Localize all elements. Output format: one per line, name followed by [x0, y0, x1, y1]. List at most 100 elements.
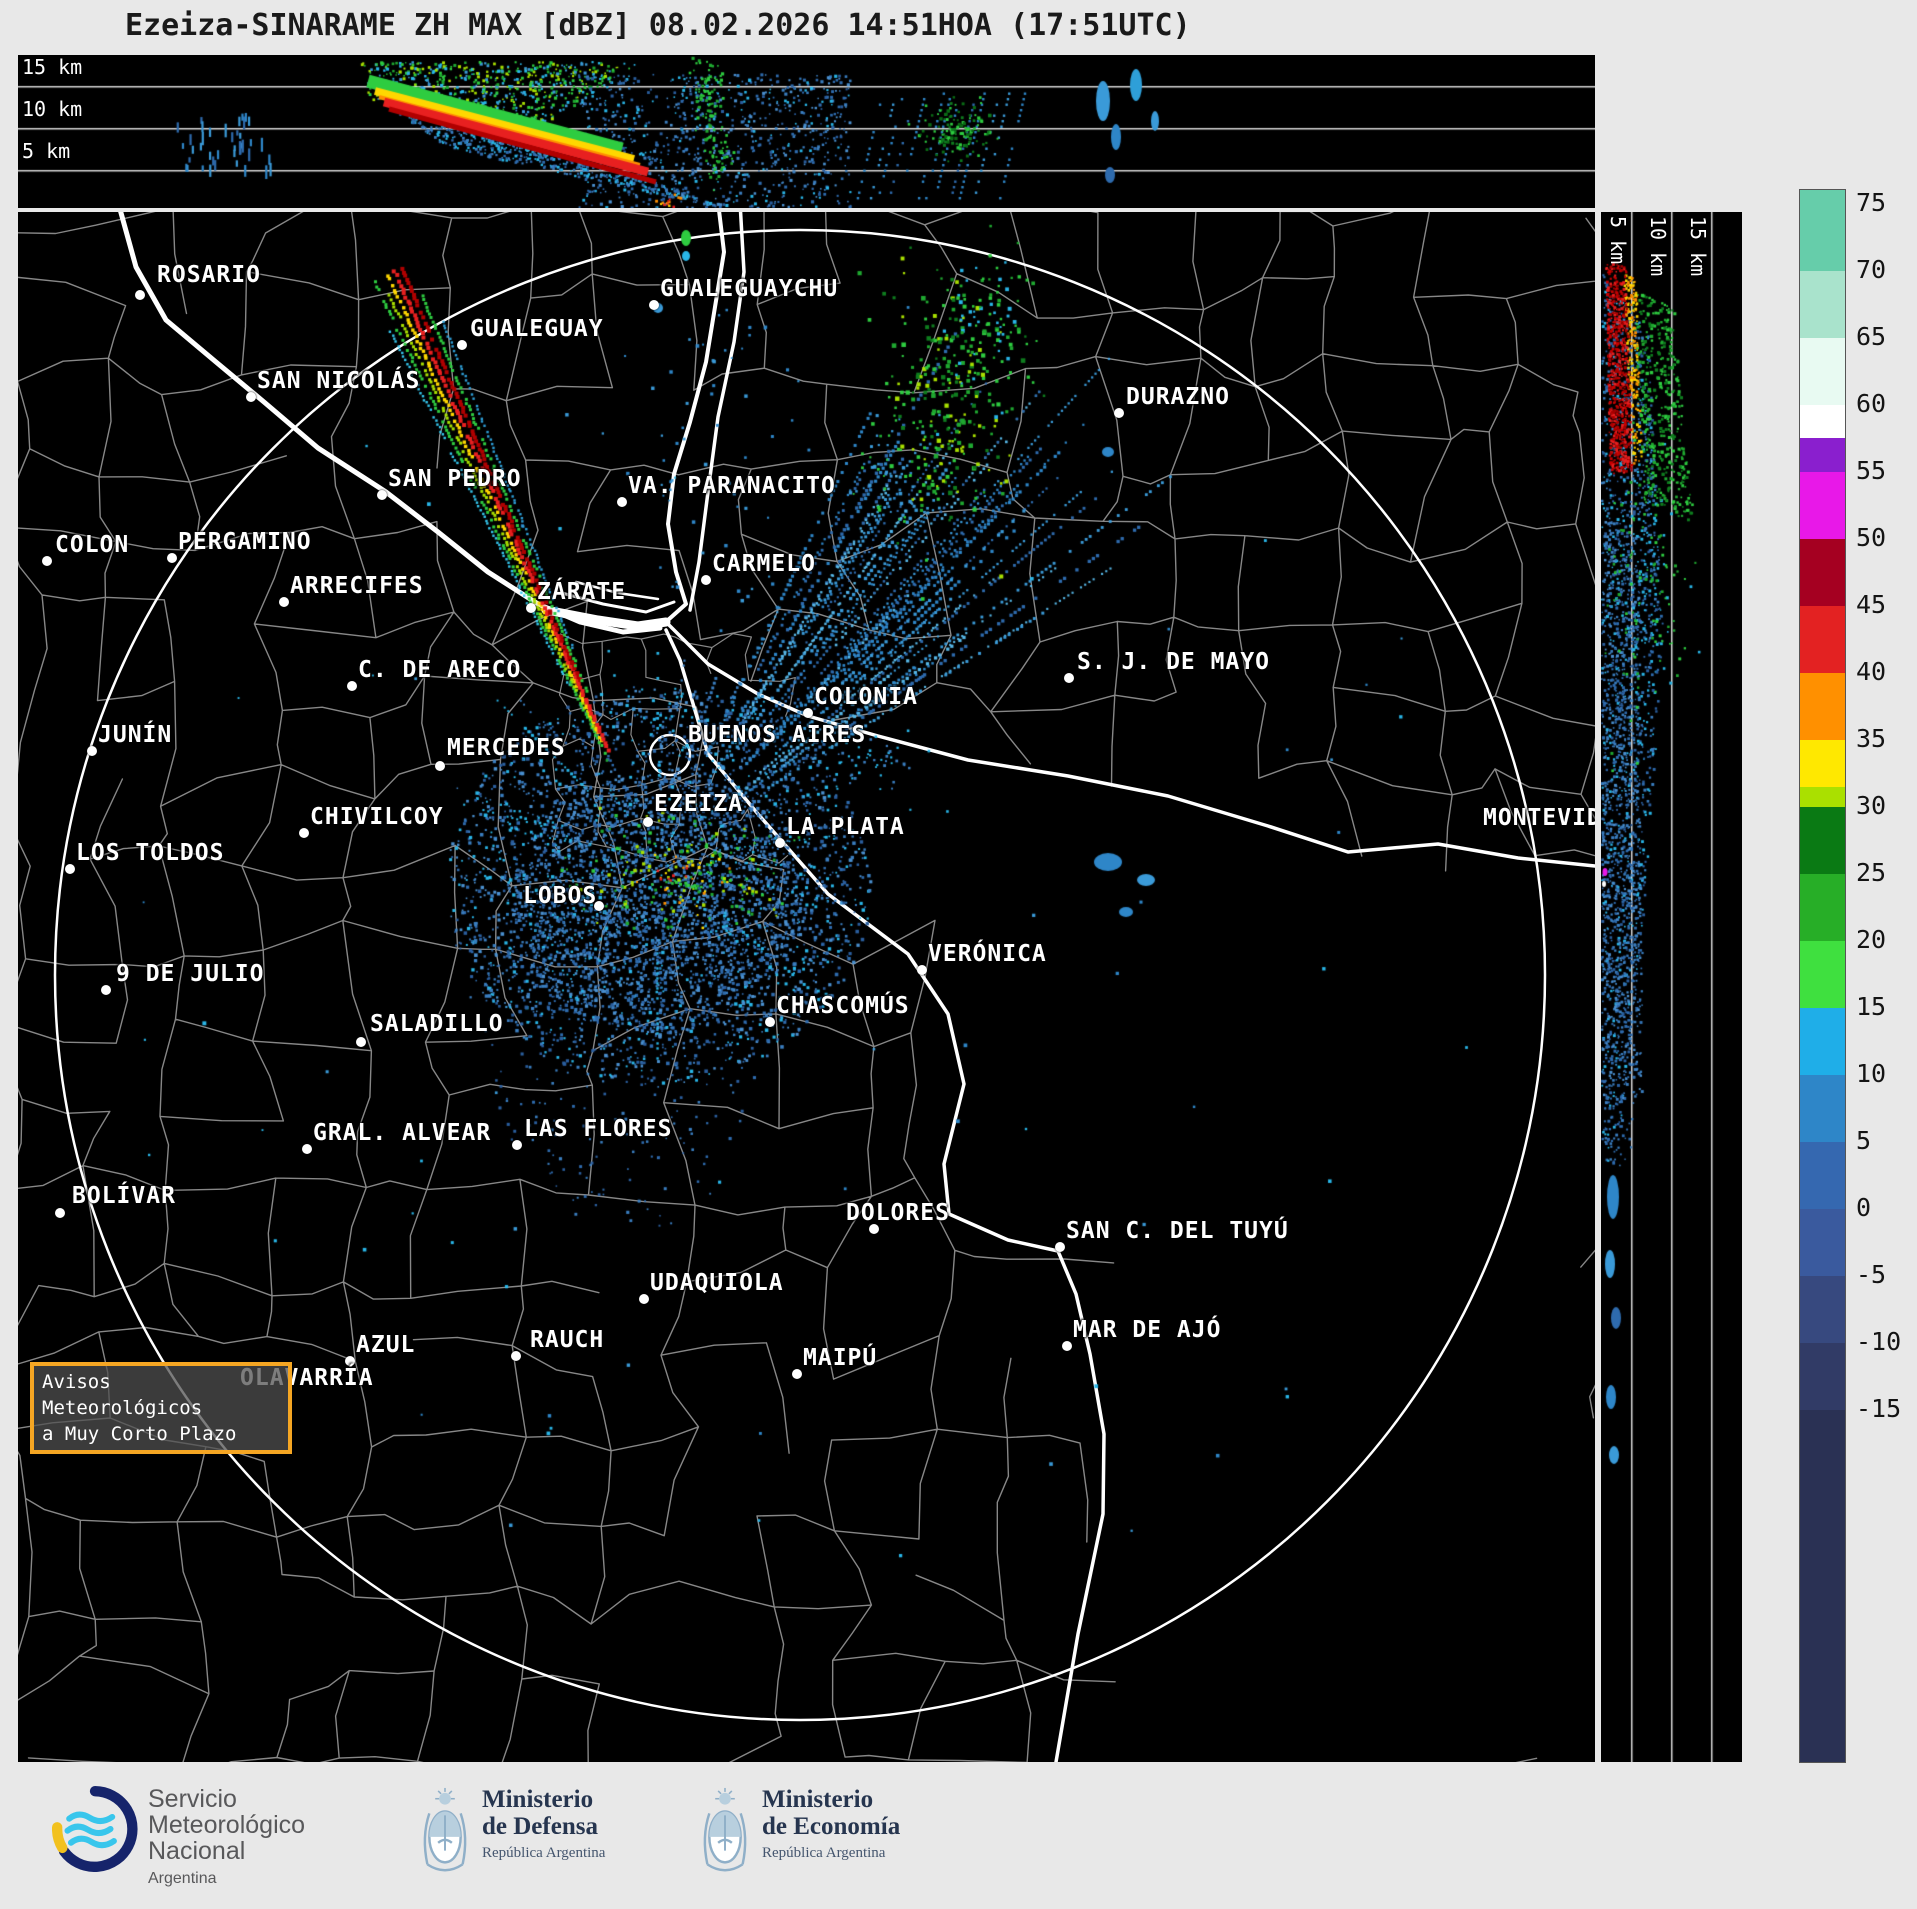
colorbar-segment [1800, 740, 1845, 787]
city-label: MERCEDES [447, 735, 566, 761]
colorbar-segment [1800, 941, 1845, 1008]
radar-map-panel: ROSARIO GUALEGUAYCHU GUALEGUAY SAN NICOLÁS D… [18, 212, 1595, 1762]
city-label: CHASCOMÚS [776, 993, 910, 1019]
city-label: JUNÍN [98, 722, 173, 748]
city-dot [639, 1294, 649, 1304]
colorbar-segment [1800, 807, 1845, 874]
coat-of-arms-icon [703, 1787, 747, 1872]
colorbar-segment [1800, 438, 1845, 472]
colorbar-segment [1800, 606, 1845, 673]
colorbar-segment [1800, 1075, 1845, 1142]
economia-line1: Ministerio [762, 1786, 874, 1813]
city-label: GUALEGUAYCHU [660, 276, 839, 302]
city-dot [347, 681, 357, 691]
footer: Servicio Meteorológico Nacional Argentin… [0, 1762, 1917, 1909]
city-dot [87, 746, 97, 756]
city-label: ZÁRATE [537, 579, 627, 605]
smn-logo-icon [52, 1786, 138, 1872]
city-dot [701, 575, 711, 585]
city-label: 9 DE JULIO [116, 961, 265, 987]
city-dot [775, 838, 785, 848]
city-dot [526, 603, 536, 613]
defensa-line1: Ministerio [482, 1786, 594, 1813]
radar-echo-canvas [18, 212, 1595, 1762]
city-label: VERÓNICA [928, 941, 1047, 967]
smn-name-line1: Servicio [148, 1785, 237, 1813]
city-dot [55, 1208, 65, 1218]
city-dot [765, 1017, 775, 1027]
height-axis-label: 15 km [1686, 216, 1710, 277]
city-label: ROSARIO [157, 262, 261, 288]
colorbar-tick-label: 75 [1856, 188, 1887, 218]
colorbar-tick-label: 0 [1856, 1193, 1872, 1223]
colorbar-segment [1800, 673, 1845, 740]
city-dot [649, 300, 659, 310]
city-label: SAN NICOLÁS [257, 368, 421, 394]
colorbar-tick-label: 30 [1856, 791, 1887, 821]
city-label: SAN C. DEL TUYÚ [1066, 1218, 1289, 1244]
city-label: CHIVILCOY [310, 804, 444, 830]
warning-notice-line1: Avisos Meteorológicos [42, 1371, 203, 1419]
right-height-profile-panel: 5 km 10 km 15 km [1601, 212, 1742, 1762]
colorbar-tick-label: 65 [1856, 322, 1887, 352]
height-axis-label: 10 km [1646, 216, 1670, 277]
city-label: DOLORES [846, 1200, 950, 1226]
city-label: AZUL [356, 1332, 416, 1358]
city-label: LAS FLORES [524, 1116, 673, 1142]
colorbar-segment [1800, 472, 1845, 539]
height-axis-label: 10 km [22, 97, 83, 121]
colorbar-tick-label: 5 [1856, 1126, 1872, 1156]
colorbar-segment [1800, 1209, 1845, 1276]
colorbar-segment [1800, 1142, 1845, 1209]
city-label: GRAL. ALVEAR [313, 1120, 492, 1146]
colorbar-segment [1800, 271, 1845, 338]
city-label: COLONIA [814, 684, 918, 710]
colorbar-segment [1800, 1008, 1845, 1075]
city-dot [1064, 673, 1074, 683]
city-label: MONTEVIDEO [1483, 805, 1595, 831]
city-dot [869, 1224, 879, 1234]
city-label: MAR DE AJÓ [1073, 1317, 1222, 1343]
defensa-sub: República Argentina [482, 1845, 606, 1861]
city-label: LOS TOLDOS [76, 840, 225, 866]
colorbar-tick-label: 40 [1856, 657, 1887, 687]
city-dot [792, 1369, 802, 1379]
ministerio-defensa: Ministerio de Defensa República Argentin… [420, 1786, 606, 1872]
city-dot [279, 597, 289, 607]
colorbar-segment [1800, 539, 1845, 606]
colorbar-tick-label: -5 [1856, 1260, 1887, 1290]
city-label: LOBOS [523, 883, 598, 909]
warning-notice-box: Avisos Meteorológicos a Muy Corto Plazo [30, 1362, 292, 1454]
city-label: RAUCH [530, 1327, 605, 1353]
city-dot [377, 490, 387, 500]
coat-of-arms-icon [423, 1787, 467, 1872]
city-label: S. J. DE MAYO [1077, 649, 1271, 675]
height-axis-label: 5 km [1606, 216, 1630, 265]
city-dot [246, 392, 256, 402]
colorbar-tick-label: 70 [1856, 255, 1887, 285]
colorbar-segment [1800, 1343, 1845, 1410]
colorbar-segment [1800, 1276, 1845, 1343]
colorbar-segment [1800, 338, 1845, 405]
city-dot [345, 1356, 355, 1366]
city-label: ARRECIFES [290, 573, 424, 599]
city-dot [101, 985, 111, 995]
smn-name-line3: Nacional [148, 1837, 246, 1865]
warning-notice-line2: a Muy Corto Plazo [42, 1423, 237, 1445]
city-dot [1114, 408, 1124, 418]
smn-name-sub: Argentina [148, 1870, 217, 1887]
city-dot [1062, 1341, 1072, 1351]
city-dot [511, 1351, 521, 1361]
colorbar-segment [1800, 787, 1845, 807]
city-dot [457, 340, 467, 350]
colorbar-tick-label: 55 [1856, 456, 1887, 486]
ministerio-economia: Ministerio de Economía República Argenti… [700, 1786, 900, 1872]
city-dot [135, 290, 145, 300]
smn-name: Servicio Meteorológico Nacional Argentin… [148, 1786, 305, 1892]
city-label: COLON [55, 532, 130, 558]
top-profile-canvas [18, 55, 1595, 208]
colorbar-segment [1800, 405, 1845, 438]
page-title: Ezeiza-SINARAME ZH MAX [dBZ] 08.02.2026 … [125, 8, 1191, 43]
colorbar-tick-label: 10 [1856, 1059, 1887, 1089]
city-dot [617, 497, 627, 507]
